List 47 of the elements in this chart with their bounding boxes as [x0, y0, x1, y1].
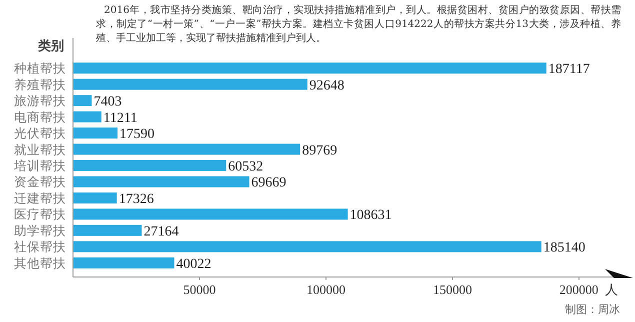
bar — [73, 144, 300, 155]
y-tick-label: 电商帮扶 — [14, 109, 66, 124]
x-tick-label: 100000 — [306, 282, 346, 297]
bar — [73, 208, 348, 220]
y-tick-label: 就业帮扶 — [14, 142, 66, 157]
bar — [73, 176, 250, 188]
bar — [73, 62, 546, 74]
y-tick-label: 医疗帮扶 — [14, 206, 66, 222]
y-tick-label: 旅游帮扶 — [14, 93, 66, 108]
data-label: 27164 — [144, 224, 179, 240]
y-axis-title: 类别 — [37, 39, 64, 54]
y-tick-label: 养殖帮扶 — [14, 76, 66, 92]
data-label: 40022 — [176, 256, 212, 272]
bar — [73, 192, 117, 204]
data-label: 185140 — [543, 240, 586, 256]
y-tick-label: 资金帮扶 — [14, 174, 66, 190]
bar — [73, 224, 142, 236]
x-tick-label: 50000 — [183, 282, 216, 297]
data-label: 69669 — [251, 176, 286, 191]
y-tick-label: 培训帮扶 — [13, 158, 66, 173]
bar — [73, 257, 174, 268]
data-label: 187117 — [548, 62, 590, 78]
x-tick-label: 150000 — [432, 282, 472, 297]
text: 制图：周冰 — [565, 303, 620, 316]
data-label: 60532 — [228, 160, 264, 174]
bar — [73, 78, 308, 90]
data-label: 17590 — [119, 127, 154, 142]
data-label: 92648 — [309, 78, 344, 94]
bar — [73, 241, 542, 252]
chart-title: 2016年，我市坚持分类施策、靶向治疗，实现扶持措施精准到户，到人。根据贫困村、贫困户的致贫原因、帮扶需求，制定了“一村一策”、“一户一案”帮扶方案。建档立卡贫困人口914222人的帮扶方案共分13大类，涉及种植、养殖、手工业加工等，实现了帮扶措施精准到户到人。 — [96, 4, 621, 46]
y-tick-label: 助学帮扶 — [14, 222, 66, 238]
data-label: 11211 — [103, 110, 138, 126]
x-tick-label: 200000 — [559, 282, 598, 297]
y-tick-label: 迁建帮扶 — [14, 190, 66, 206]
bar — [73, 111, 102, 122]
data-label: 89769 — [302, 143, 338, 158]
data-label: 108631 — [350, 208, 392, 224]
bar — [73, 160, 226, 171]
bar — [73, 128, 118, 139]
x-axis-title: 人 — [604, 283, 618, 298]
y-tick-label: 种植帮扶 — [14, 60, 66, 76]
bar — [73, 95, 92, 106]
y-tick-label: 光伏帮扶 — [14, 126, 66, 141]
data-label: 17326 — [118, 192, 154, 207]
y-tick-label: 社保帮扶 — [14, 239, 66, 254]
data-label: 7403 — [94, 94, 122, 110]
y-tick-label: 其他帮扶 — [14, 255, 66, 270]
